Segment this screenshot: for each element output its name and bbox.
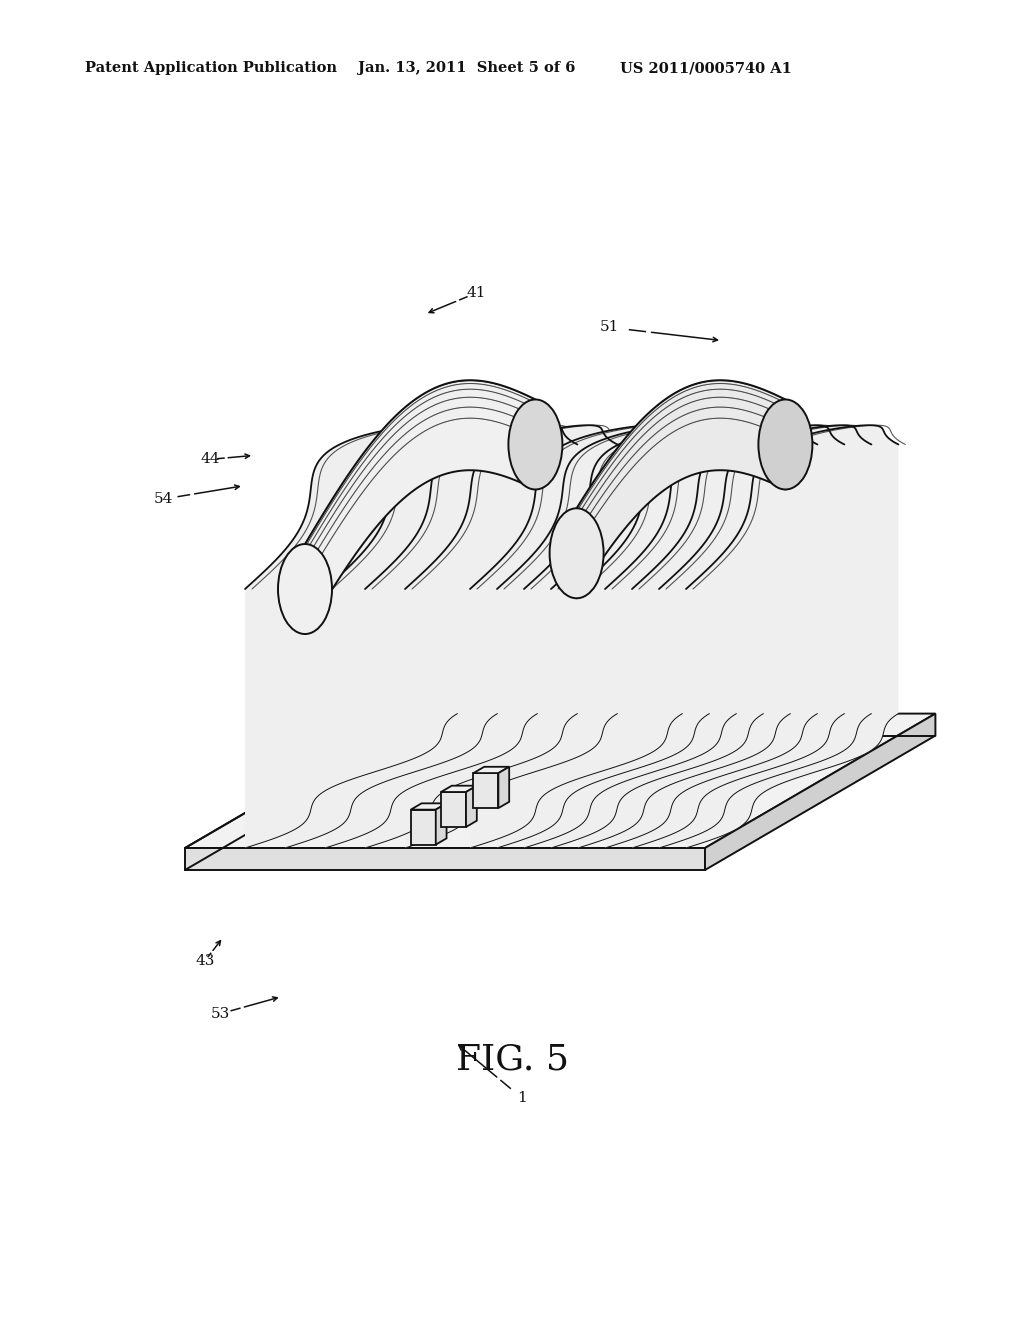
Polygon shape [466, 785, 477, 828]
Text: 51: 51 [600, 321, 618, 334]
Polygon shape [470, 425, 682, 847]
Polygon shape [441, 792, 466, 828]
Polygon shape [365, 425, 578, 847]
Polygon shape [285, 425, 498, 847]
Ellipse shape [550, 508, 603, 598]
Polygon shape [473, 774, 499, 808]
Ellipse shape [508, 400, 562, 490]
Text: 53: 53 [211, 1007, 229, 1020]
Polygon shape [499, 767, 509, 808]
Text: Patent Application Publication: Patent Application Publication [85, 61, 337, 75]
Polygon shape [411, 809, 436, 845]
Polygon shape [605, 425, 817, 847]
Polygon shape [577, 380, 785, 598]
Text: 54: 54 [155, 492, 173, 506]
Text: Jan. 13, 2011  Sheet 5 of 6: Jan. 13, 2011 Sheet 5 of 6 [358, 61, 575, 75]
Text: US 2011/0005740 A1: US 2011/0005740 A1 [620, 61, 792, 75]
Polygon shape [473, 767, 509, 774]
Ellipse shape [278, 544, 332, 634]
Polygon shape [705, 714, 935, 870]
Polygon shape [659, 425, 871, 847]
Polygon shape [497, 425, 710, 847]
Text: FIG. 5: FIG. 5 [456, 1043, 568, 1077]
Polygon shape [436, 804, 446, 845]
Text: 43: 43 [196, 954, 214, 968]
Polygon shape [305, 380, 536, 634]
Text: 41: 41 [466, 286, 486, 300]
Polygon shape [325, 425, 538, 847]
Polygon shape [441, 785, 477, 792]
Polygon shape [578, 425, 791, 847]
Polygon shape [406, 425, 617, 847]
Polygon shape [551, 425, 764, 847]
Text: 44: 44 [200, 453, 220, 466]
Polygon shape [245, 425, 458, 847]
Ellipse shape [759, 400, 812, 490]
Polygon shape [686, 425, 898, 847]
Text: 1: 1 [517, 1092, 527, 1105]
Polygon shape [185, 847, 705, 870]
Polygon shape [632, 425, 845, 847]
Polygon shape [185, 714, 935, 847]
Polygon shape [524, 425, 736, 847]
Polygon shape [411, 804, 446, 809]
